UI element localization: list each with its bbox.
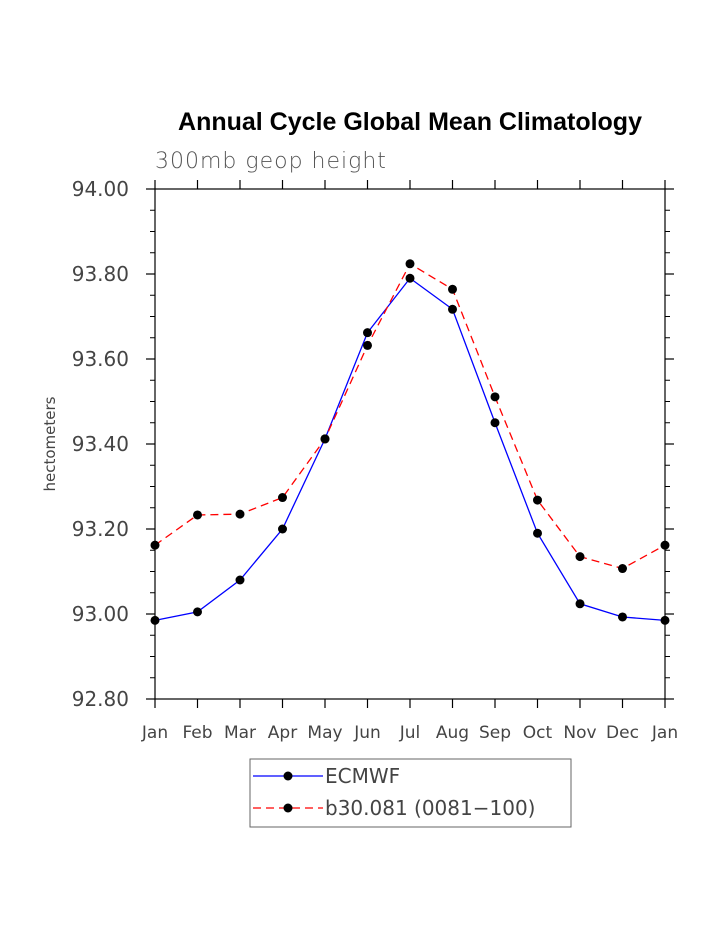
- x-tick-labels: Jan Feb Mar Apr May Jun Jul Aug Sep Oct Nov Dec Jan: [141, 723, 678, 743]
- chart-title: Annual Cycle Global Mean Climatology: [178, 108, 642, 136]
- legend-box: [249, 758, 572, 828]
- data-point: [448, 304, 457, 314]
- y-tick-label: 93.40: [72, 432, 129, 456]
- data-point: [618, 564, 627, 574]
- x-tick-label: Oct: [523, 723, 553, 743]
- x-tick-label: Jul: [399, 723, 421, 743]
- data-point: [490, 418, 500, 428]
- data-point: [150, 540, 160, 550]
- data-point: [405, 273, 415, 283]
- x-tick-label: Nov: [563, 723, 596, 743]
- y-tick-label: 94.00: [72, 177, 129, 201]
- data-point: [363, 328, 372, 338]
- data-point: [193, 510, 202, 520]
- data-point: [618, 612, 627, 622]
- data-point: [320, 434, 330, 444]
- series-1: [150, 259, 670, 574]
- legend-marker-ecmwf: [283, 771, 293, 781]
- y-tick-label: 93.60: [72, 347, 129, 371]
- y-tick-label: 93.00: [72, 602, 129, 626]
- data-point: [448, 284, 457, 294]
- series-line: [154, 277, 666, 622]
- y-axis-label: hectometers: [41, 396, 59, 491]
- data-point: [575, 552, 585, 562]
- data-point: [278, 524, 287, 534]
- data-point: [278, 493, 287, 503]
- series-line: [154, 262, 666, 570]
- y-tick-labels: 92.80 93.00 93.20 93.40 93.60 93.80 94.00: [72, 177, 129, 711]
- y-tick-label: 93.80: [72, 262, 129, 286]
- x-tick-label: Jan: [141, 723, 168, 743]
- data-point: [490, 392, 500, 402]
- data-point: [363, 340, 372, 350]
- data-point: [235, 575, 245, 585]
- data-point: [235, 509, 245, 519]
- data-point: [533, 528, 542, 538]
- data-point: [660, 615, 670, 625]
- legend-label-b30: b30.081 (0081−100): [325, 796, 535, 820]
- x-tick-label: Dec: [606, 723, 639, 743]
- x-tick-label: Sep: [479, 723, 511, 743]
- data-point: [533, 495, 542, 505]
- legend-marker-b30: [283, 803, 293, 813]
- data-point: [150, 615, 160, 625]
- x-tick-label: Mar: [224, 723, 256, 743]
- axis-ticks: [146, 180, 674, 708]
- x-tick-label: May: [307, 723, 342, 743]
- legend: ECMWF b30.081 (0081−100): [249, 758, 572, 828]
- y-tick-label: 93.20: [72, 517, 129, 541]
- series-layer: [150, 259, 670, 625]
- y-tick-label: 92.80: [72, 687, 129, 711]
- data-point: [405, 259, 415, 269]
- data-point: [660, 540, 670, 550]
- data-point: [575, 599, 585, 609]
- x-tick-label: Jan: [651, 723, 678, 743]
- x-tick-label: Jun: [353, 723, 381, 743]
- x-tick-label: Aug: [436, 723, 469, 743]
- x-tick-label: Apr: [268, 723, 297, 743]
- chart-subtitle: 300mb geop height: [155, 149, 387, 174]
- series-0: [150, 273, 670, 625]
- data-point: [193, 607, 202, 617]
- x-tick-label: Feb: [182, 723, 212, 743]
- legend-label-ecmwf: ECMWF: [325, 764, 400, 788]
